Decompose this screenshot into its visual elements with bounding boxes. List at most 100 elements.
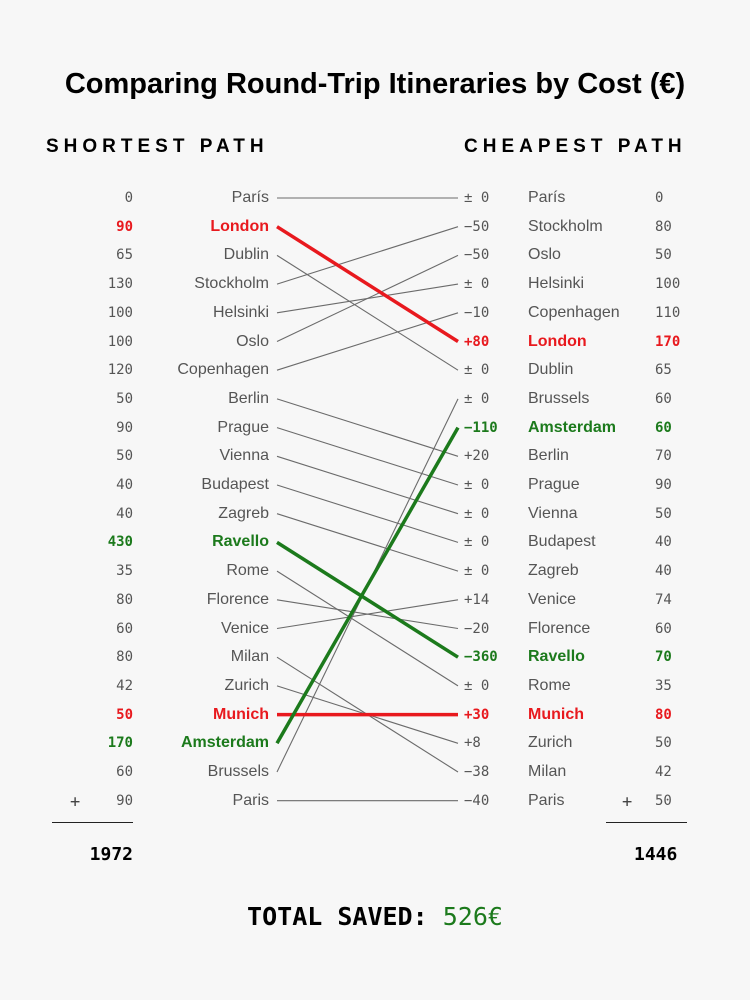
right-city: Milan — [528, 763, 567, 780]
left-city: Amsterdam — [180, 734, 269, 752]
left-city: París — [231, 189, 269, 206]
cost-delta: +30 — [464, 706, 490, 723]
cost-delta: +8 — [464, 735, 481, 752]
right-city: Venice — [528, 590, 577, 608]
left-city: Copenhagen — [177, 361, 269, 379]
left-cost: 90 — [116, 792, 133, 809]
slope-link-rome — [276, 570, 459, 687]
right-city: Vienna — [528, 504, 578, 522]
right-city: Copenhagen — [528, 303, 620, 321]
right-city: Berlin — [528, 447, 569, 465]
cost-delta: +20 — [464, 448, 490, 465]
left-city: Paris — [232, 791, 269, 809]
right-city: Amsterdam — [528, 418, 617, 436]
cost-delta: ± 0 — [464, 276, 490, 293]
total-saved-value: 526€ — [442, 902, 503, 931]
slope-link-stockholm — [276, 226, 459, 285]
right-city: London — [528, 332, 587, 350]
left-city: Oslo — [236, 332, 269, 350]
left-cost: 40 — [116, 505, 133, 522]
cheapest-path-header: CHEAPEST PATH — [464, 136, 687, 157]
cost-delta: −50 — [464, 247, 490, 264]
slope-link-budapest — [276, 484, 459, 543]
slope-link-ravello — [276, 540, 459, 659]
left-plus-sign: + — [70, 792, 81, 812]
left-city: Rome — [226, 562, 269, 580]
right-cost: 60 — [655, 419, 672, 436]
left-city: Prague — [217, 418, 269, 436]
right-city: Oslo — [528, 246, 561, 264]
right-cost: 60 — [655, 390, 672, 407]
left-cost: 120 — [107, 362, 133, 379]
right-city: Helsinki — [528, 275, 585, 293]
right-cost: 50 — [655, 505, 672, 522]
right-city: París — [528, 189, 566, 206]
left-city: Dublin — [223, 246, 269, 264]
right-city: Rome — [528, 676, 571, 694]
left-cost: 65 — [116, 247, 133, 264]
slope-link-london — [276, 225, 459, 343]
right-city: Zagreb — [528, 562, 579, 580]
left-cost: 60 — [116, 620, 133, 637]
left-cost: 80 — [116, 591, 133, 608]
left-cost: 60 — [116, 764, 133, 780]
slope-link-vienna — [276, 455, 459, 515]
right-cost: 0 — [655, 190, 664, 206]
left-city: Munich — [213, 705, 269, 723]
cost-delta: +80 — [464, 333, 490, 350]
cost-delta: ± 0 — [464, 677, 490, 694]
left-city: Helsinki — [212, 303, 269, 321]
left-sum-rule — [52, 822, 133, 823]
left-cost: 50 — [116, 448, 133, 465]
right-cost: 40 — [655, 563, 672, 580]
right-cost: 90 — [655, 477, 672, 493]
cost-delta: ± 0 — [464, 362, 490, 379]
left-city: Berlin — [228, 389, 269, 407]
cost-delta: −110 — [464, 419, 498, 436]
cost-delta: ± 0 — [464, 534, 490, 551]
left-cost: 50 — [116, 390, 133, 407]
right-cost: 50 — [655, 247, 672, 264]
shortest-total: 1972 — [89, 844, 133, 865]
right-city: Prague — [528, 476, 580, 493]
left-city: Zagreb — [218, 504, 269, 522]
left-city: Ravello — [212, 533, 269, 551]
left-cost: 0 — [124, 190, 133, 206]
cost-delta: −360 — [464, 649, 498, 666]
left-cost: 50 — [116, 706, 133, 723]
left-cost: 80 — [116, 649, 133, 666]
slope-link-zagreb — [276, 513, 459, 572]
cost-delta: −50 — [464, 218, 490, 235]
total-saved-label: TOTAL SAVED: — [247, 902, 428, 931]
right-cost: 100 — [655, 276, 681, 293]
slope-link-amsterdam — [275, 426, 460, 745]
left-cost: 130 — [107, 276, 133, 293]
right-city: Munich — [528, 705, 584, 723]
slope-link-dublin — [276, 254, 459, 371]
left-city: Florence — [206, 590, 269, 608]
cost-delta: −20 — [464, 620, 490, 637]
right-cost: 170 — [655, 333, 681, 350]
left-city: Venice — [220, 619, 269, 637]
right-city: Dublin — [528, 361, 574, 379]
left-cost: 100 — [107, 304, 133, 321]
right-city: Zurich — [528, 734, 573, 752]
right-cost: 70 — [655, 649, 672, 666]
shortest-path-header: SHORTEST PATH — [46, 136, 269, 157]
right-city: Stockholm — [528, 217, 603, 235]
slope-link-copenhagen — [276, 312, 459, 371]
cost-delta: −38 — [464, 764, 490, 780]
left-cost: 42 — [116, 677, 133, 694]
right-cost: 42 — [655, 764, 672, 780]
right-city: Florence — [528, 619, 591, 637]
cost-delta: ± 0 — [464, 505, 490, 522]
right-cost: 35 — [655, 677, 672, 694]
cost-delta: +14 — [464, 591, 490, 608]
right-cost: 65 — [655, 362, 672, 379]
right-sum-rule — [606, 822, 687, 823]
left-city: Brussels — [207, 763, 269, 780]
cheapest-total: 1446 — [634, 844, 678, 865]
left-cost: 430 — [107, 534, 133, 551]
right-cost: 50 — [655, 735, 672, 752]
